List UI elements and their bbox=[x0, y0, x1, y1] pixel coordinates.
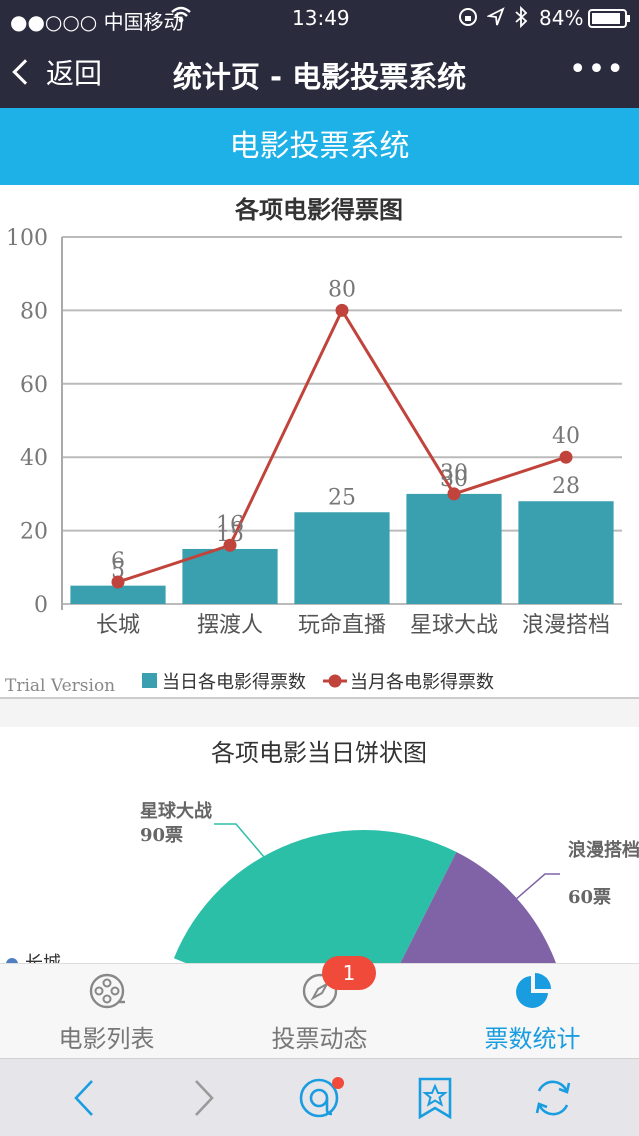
bluetooth-icon bbox=[514, 5, 528, 33]
line-value-label: 6 bbox=[111, 549, 125, 574]
bar bbox=[182, 548, 278, 604]
y-tick-label: 60 bbox=[20, 373, 48, 398]
legend-label: 当月各电影得票数 bbox=[350, 672, 494, 693]
back-arrow-icon[interactable] bbox=[64, 1077, 106, 1119]
pie-slice bbox=[173, 830, 457, 963]
line-point bbox=[111, 575, 125, 589]
legend-label: 长城 bbox=[25, 953, 61, 963]
line-value-label: 30 bbox=[440, 461, 468, 486]
status-bar: ●●○○○ 中国移动 13:49 84% bbox=[0, 0, 639, 38]
legend-swatch-point bbox=[328, 674, 342, 688]
battery-icon bbox=[588, 9, 632, 34]
y-tick-label: 100 bbox=[6, 226, 48, 251]
wifi-icon bbox=[170, 5, 192, 30]
page-title: 统计页 - 电影投票系统 bbox=[172, 60, 467, 94]
battery-label: 84% bbox=[539, 6, 584, 30]
location-icon bbox=[486, 7, 505, 32]
bar bbox=[70, 585, 166, 604]
y-tick-label: 40 bbox=[20, 446, 48, 471]
pie-slice-value: 60票 bbox=[568, 887, 611, 908]
line-point bbox=[335, 303, 349, 317]
bar bbox=[406, 493, 502, 604]
bar bbox=[294, 512, 390, 604]
tab-bar: 电影列表 投票动态 1 票数统计 bbox=[0, 956, 639, 1059]
back-label: 返回 bbox=[46, 57, 103, 90]
pie-leader-line bbox=[506, 873, 560, 908]
x-tick-label: 玩命直播 bbox=[298, 613, 386, 638]
notification-badge: 1 bbox=[322, 956, 376, 990]
line-point bbox=[223, 538, 237, 552]
section-divider bbox=[0, 697, 639, 727]
vote-bar-chart: 各项电影得票图0204060801005长城15摆渡人25玩命直播30星球大战2… bbox=[5, 195, 622, 696]
x-tick-label: 星球大战 bbox=[410, 613, 498, 638]
tab-label: 电影列表 bbox=[58, 1025, 155, 1053]
line-point bbox=[559, 450, 573, 464]
clock: 13:49 bbox=[292, 6, 350, 30]
film-reel-icon bbox=[88, 972, 126, 1010]
line-value-label: 80 bbox=[328, 277, 356, 302]
bar-value-label: 28 bbox=[552, 474, 580, 499]
pie-slice-label: 星球大战 bbox=[140, 800, 212, 822]
watermark-label: Trial Version bbox=[5, 676, 115, 696]
refresh-icon[interactable] bbox=[532, 1077, 574, 1119]
forward-arrow-icon[interactable] bbox=[182, 1077, 224, 1119]
line-value-label: 16 bbox=[216, 512, 244, 537]
more-menu-button[interactable]: ••• bbox=[568, 52, 625, 87]
pie-slice bbox=[400, 852, 556, 963]
pie-chart-icon bbox=[514, 972, 552, 1010]
tab-vote-activity[interactable]: 投票动态 bbox=[213, 964, 426, 1059]
line-point bbox=[447, 487, 461, 501]
y-tick-label: 20 bbox=[20, 520, 48, 545]
nav-bar: 返回 统计页 - 电影投票系统 ••• bbox=[0, 38, 639, 108]
line-value-label: 40 bbox=[552, 424, 580, 449]
x-tick-label: 摆渡人 bbox=[197, 613, 263, 638]
back-button[interactable]: 返回 bbox=[10, 52, 102, 92]
bar-value-label: 25 bbox=[328, 485, 356, 510]
app-banner: 电影投票系统 bbox=[0, 108, 639, 185]
pie-slice-value: 90票 bbox=[140, 825, 183, 846]
browser-toolbar bbox=[0, 1058, 639, 1136]
legend-label: 当日各电影得票数 bbox=[162, 672, 306, 693]
rotation-lock-icon bbox=[458, 7, 478, 32]
tab-label: 投票动态 bbox=[271, 1025, 368, 1053]
x-tick-label: 浪漫搭档 bbox=[522, 613, 610, 638]
tab-vote-stats[interactable]: 票数统计 bbox=[426, 964, 639, 1059]
pie-leader-line bbox=[214, 823, 271, 865]
chart-title: 各项电影得票图 bbox=[234, 195, 403, 224]
chart-title: 各项电影当日饼状图 bbox=[211, 739, 427, 767]
chat-bubble-icon[interactable] bbox=[298, 1077, 344, 1119]
pie-slice-label: 浪漫搭档 bbox=[568, 839, 639, 861]
vote-bar-chart-panel: 各项电影得票图 0 20 40 60 80 100 5 长城 15 摆渡人 25 玩命直播 30 星球大战 2… bbox=[0, 185, 639, 697]
y-tick-label: 80 bbox=[20, 299, 48, 324]
bar bbox=[518, 501, 614, 604]
bookmark-star-icon[interactable] bbox=[414, 1077, 456, 1120]
x-tick-label: 长城 bbox=[96, 613, 140, 638]
tab-movie-list[interactable]: 电影列表 bbox=[0, 964, 213, 1059]
carrier-label: ●●○○○ 中国移动 bbox=[10, 10, 184, 34]
tab-label: 票数统计 bbox=[484, 1025, 581, 1053]
y-tick-label: 0 bbox=[34, 593, 48, 618]
legend-swatch-bar bbox=[142, 673, 157, 688]
legend-swatch bbox=[6, 958, 18, 963]
compass-icon bbox=[301, 972, 339, 1010]
